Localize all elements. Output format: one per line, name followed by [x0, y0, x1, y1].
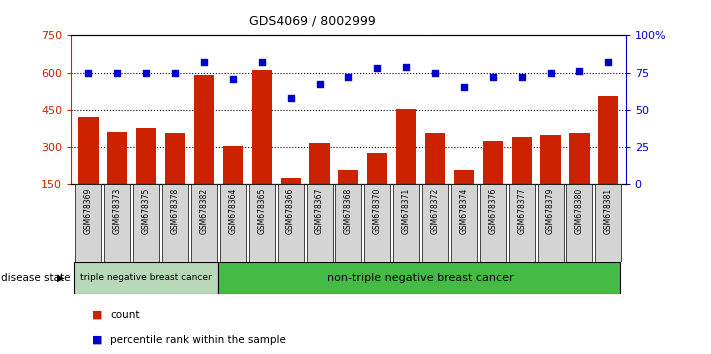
Point: [487, 74, 498, 80]
Text: ▶: ▶: [57, 273, 64, 283]
FancyBboxPatch shape: [393, 184, 419, 262]
FancyBboxPatch shape: [567, 184, 592, 262]
Text: ■: ■: [92, 310, 103, 320]
FancyBboxPatch shape: [480, 184, 506, 262]
Point: [429, 70, 441, 75]
FancyBboxPatch shape: [105, 184, 130, 262]
Point: [400, 64, 412, 69]
Point: [545, 70, 556, 75]
Bar: [107, 132, 127, 184]
Text: GSM678368: GSM678368: [344, 188, 353, 234]
Point: [314, 82, 325, 87]
Text: GSM678373: GSM678373: [113, 188, 122, 234]
Text: triple negative breast cancer: triple negative breast cancer: [80, 273, 212, 282]
FancyBboxPatch shape: [162, 184, 188, 262]
FancyBboxPatch shape: [74, 262, 218, 294]
Bar: [78, 117, 99, 184]
Bar: [367, 153, 387, 184]
Text: GSM678381: GSM678381: [604, 188, 613, 234]
Point: [227, 76, 238, 81]
Point: [603, 59, 614, 65]
Point: [198, 59, 210, 65]
Bar: [309, 143, 330, 184]
Text: GDS4069 / 8002999: GDS4069 / 8002999: [250, 14, 376, 27]
Text: GSM678370: GSM678370: [373, 188, 382, 234]
Bar: [512, 137, 532, 184]
FancyBboxPatch shape: [595, 184, 621, 262]
Point: [372, 65, 383, 71]
Point: [285, 95, 296, 101]
Text: GSM678376: GSM678376: [488, 188, 497, 234]
Point: [141, 70, 152, 75]
Point: [574, 68, 585, 74]
Text: GSM678371: GSM678371: [402, 188, 411, 234]
Text: GSM678374: GSM678374: [459, 188, 469, 234]
Bar: [483, 141, 503, 184]
Point: [169, 70, 181, 75]
Text: GSM678375: GSM678375: [141, 188, 151, 234]
FancyBboxPatch shape: [218, 262, 620, 294]
Point: [516, 74, 528, 80]
Text: disease state: disease state: [1, 273, 70, 283]
FancyBboxPatch shape: [249, 184, 274, 262]
Text: GSM678364: GSM678364: [228, 188, 237, 234]
FancyBboxPatch shape: [451, 184, 477, 262]
Text: GSM678365: GSM678365: [257, 188, 266, 234]
FancyBboxPatch shape: [336, 184, 361, 262]
Bar: [165, 133, 185, 184]
Bar: [598, 96, 619, 184]
Point: [112, 70, 123, 75]
Bar: [223, 146, 243, 184]
FancyBboxPatch shape: [191, 184, 217, 262]
Bar: [454, 171, 474, 184]
Text: GSM678377: GSM678377: [517, 188, 526, 234]
Text: GSM678367: GSM678367: [315, 188, 324, 234]
Text: ■: ■: [92, 335, 103, 345]
FancyBboxPatch shape: [75, 184, 102, 262]
FancyBboxPatch shape: [306, 184, 333, 262]
Point: [256, 59, 267, 65]
Bar: [570, 133, 589, 184]
Point: [82, 70, 94, 75]
Text: GSM678369: GSM678369: [84, 188, 93, 234]
Bar: [396, 108, 416, 184]
Bar: [540, 135, 561, 184]
FancyBboxPatch shape: [133, 184, 159, 262]
Text: count: count: [110, 310, 139, 320]
Text: GSM678380: GSM678380: [575, 188, 584, 234]
Bar: [194, 75, 214, 184]
Text: non-triple negative breast cancer: non-triple negative breast cancer: [327, 273, 514, 283]
Bar: [252, 70, 272, 184]
FancyBboxPatch shape: [422, 184, 448, 262]
Bar: [425, 133, 445, 184]
Text: GSM678382: GSM678382: [200, 188, 208, 234]
Text: percentile rank within the sample: percentile rank within the sample: [110, 335, 286, 345]
Bar: [136, 128, 156, 184]
FancyBboxPatch shape: [364, 184, 390, 262]
FancyBboxPatch shape: [538, 184, 564, 262]
Point: [458, 85, 469, 90]
FancyBboxPatch shape: [220, 184, 246, 262]
Text: GSM678378: GSM678378: [171, 188, 180, 234]
Text: GSM678372: GSM678372: [431, 188, 439, 234]
Text: GSM678366: GSM678366: [286, 188, 295, 234]
FancyBboxPatch shape: [508, 184, 535, 262]
FancyBboxPatch shape: [277, 184, 304, 262]
Bar: [338, 171, 358, 184]
Text: GSM678379: GSM678379: [546, 188, 555, 234]
Bar: [281, 178, 301, 184]
Point: [343, 74, 354, 80]
